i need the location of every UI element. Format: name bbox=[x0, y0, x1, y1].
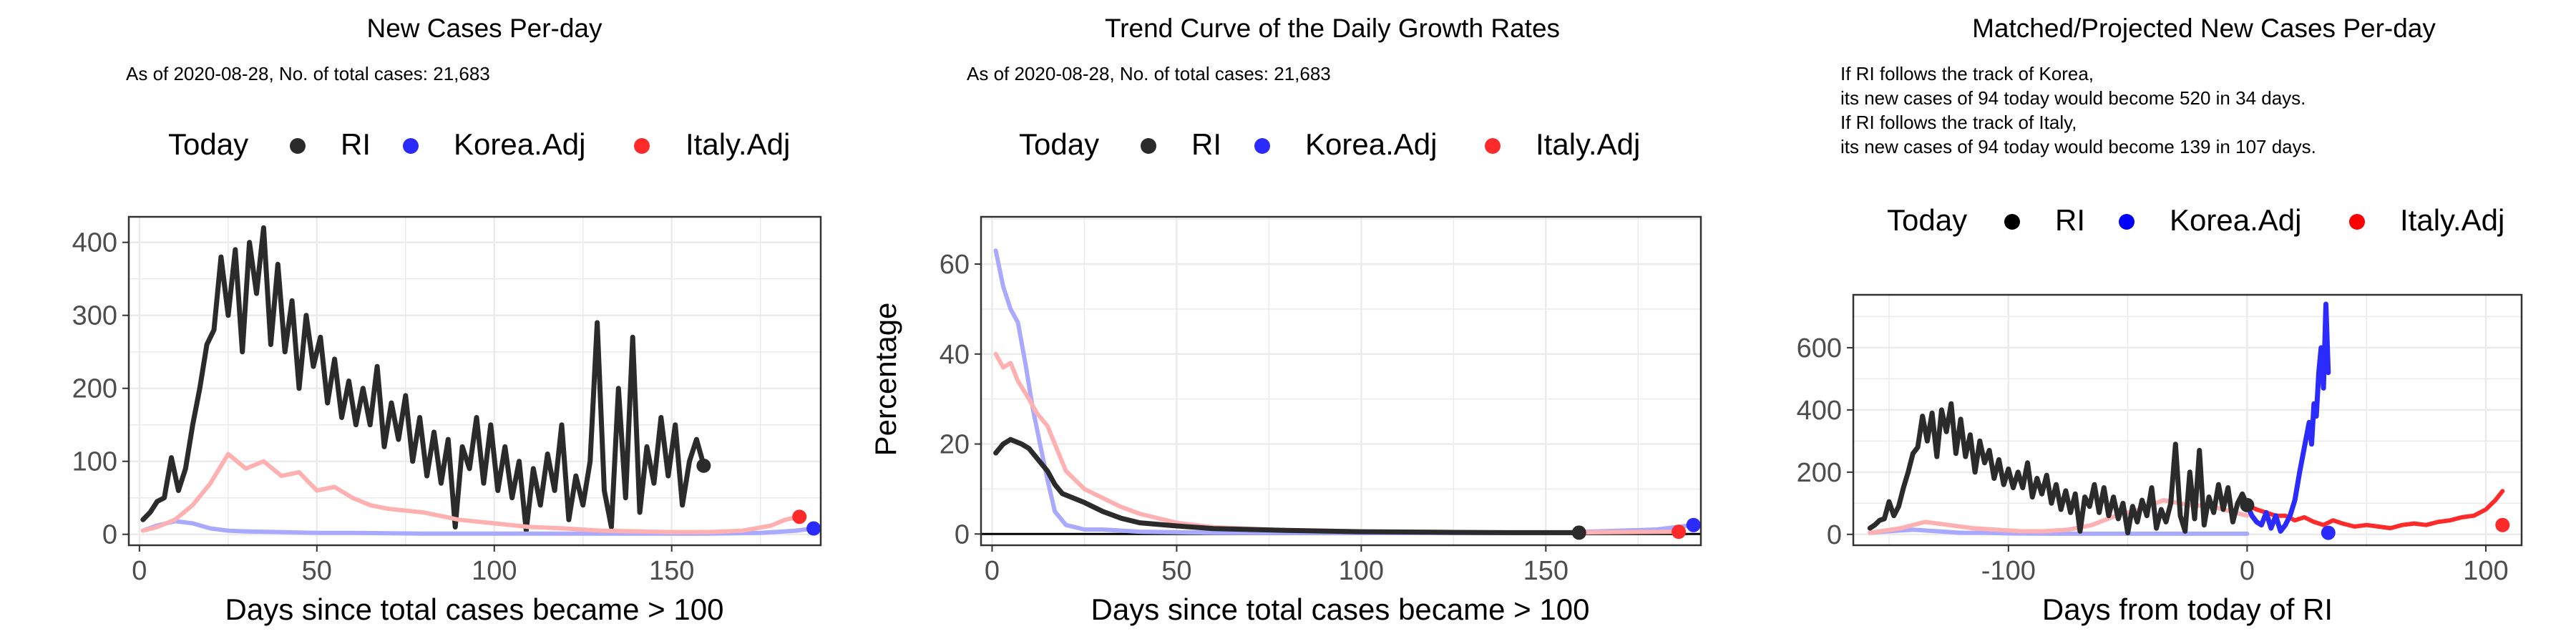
y-tick-label: 0 bbox=[1827, 520, 1842, 550]
chart-panel-growth-rates: Trend Curve of the Daily Growth Rates As… bbox=[869, 14, 1701, 626]
y-tick-label: 200 bbox=[72, 374, 117, 404]
x-tick-label: 0 bbox=[132, 556, 147, 586]
today-point-ri bbox=[696, 459, 711, 473]
chart-subtitle-line: its new cases of 94 today would become 5… bbox=[1840, 87, 2306, 109]
x-axis-title: Days from today of RI bbox=[2042, 592, 2333, 626]
today-point-korea-adj bbox=[2321, 526, 2336, 540]
today-point-ri bbox=[1572, 525, 1586, 540]
today-point-italy-adj bbox=[2495, 518, 2509, 532]
x-axis-title: Days since total cases became > 100 bbox=[225, 592, 724, 626]
legend-title: Today bbox=[168, 127, 248, 161]
today-point-ri bbox=[2240, 498, 2254, 512]
legend-key-ri bbox=[290, 138, 306, 154]
y-tick-label: 400 bbox=[1797, 396, 1842, 426]
chart-subtitle-line: its new cases of 94 today would become 1… bbox=[1840, 136, 2316, 157]
chart-subtitle-line: If RI follows the track of Italy, bbox=[1840, 112, 2077, 133]
today-point-italy-adj bbox=[1672, 525, 1686, 539]
y-tick-label: 200 bbox=[1797, 458, 1842, 488]
chart-subtitle-line: As of 2020-08-28, No. of total cases: 21… bbox=[967, 63, 1331, 84]
plot-border bbox=[981, 217, 1701, 545]
today-point-korea-adj bbox=[1687, 518, 1701, 532]
x-tick-label: 100 bbox=[472, 556, 517, 586]
x-tick-label: 100 bbox=[1339, 556, 1384, 586]
legend-label-ri: RI bbox=[341, 127, 371, 161]
chart-title: Matched/Projected New Cases Per-day bbox=[1972, 14, 2436, 43]
series-group bbox=[996, 250, 1694, 533]
plot-area: -100 0 100 0 200 400 600 bbox=[1797, 295, 2522, 586]
chart-title: Trend Curve of the Daily Growth Rates bbox=[1105, 14, 1560, 43]
x-tick-label: 100 bbox=[2463, 556, 2508, 586]
x-tick-label: 50 bbox=[1161, 556, 1191, 586]
x-tick-label: -100 bbox=[1981, 556, 2036, 586]
y-tick-label: 0 bbox=[102, 520, 117, 550]
legend-label-italy: Italy.Adj bbox=[1536, 127, 1640, 161]
y-tick-label: 40 bbox=[940, 340, 970, 370]
x-tick-label: 0 bbox=[2240, 556, 2255, 586]
y-tick-label: 20 bbox=[940, 430, 970, 460]
series-group bbox=[1870, 304, 2502, 534]
y-tick-label: 60 bbox=[940, 250, 970, 280]
chart-panel-new-cases: New Cases Per-day As of 2020-08-28, No. … bbox=[72, 14, 821, 626]
legend-key-italy bbox=[1485, 138, 1501, 154]
chart-subtitle-line: As of 2020-08-28, No. of total cases: 21… bbox=[126, 63, 490, 84]
chart-legend: Today RI Korea.Adj Italy.Adj bbox=[1019, 127, 1640, 161]
y-tick-label: 0 bbox=[955, 519, 970, 550]
legend-label-ri: RI bbox=[2055, 203, 2085, 237]
x-tick-label: 150 bbox=[1523, 556, 1568, 586]
series-group bbox=[143, 228, 814, 533]
today-point-italy-adj bbox=[792, 509, 806, 524]
legend-key-ri bbox=[2004, 214, 2020, 230]
x-axis-title: Days since total cases became > 100 bbox=[1091, 592, 1590, 626]
legend-label-italy: Italy.Adj bbox=[2400, 203, 2504, 237]
plot-area: 0 50 100 150 0 100 200 300 400 bbox=[72, 217, 821, 586]
chart-subtitle-line: If RI follows the track of Korea, bbox=[1840, 63, 2094, 84]
legend-title: Today bbox=[1887, 203, 1967, 237]
y-tick-label: 100 bbox=[72, 447, 117, 477]
legend-key-korea bbox=[2119, 214, 2135, 230]
y-tick-label: 300 bbox=[72, 301, 117, 331]
legend-label-korea: Korea.Adj bbox=[1305, 127, 1437, 161]
x-tick-label: 0 bbox=[985, 556, 1000, 586]
chart-legend: Today RI Korea.Adj Italy.Adj bbox=[168, 127, 790, 161]
y-tick-label: 400 bbox=[72, 228, 117, 258]
x-tick-label: 150 bbox=[649, 556, 694, 586]
chart-legend: Today RI Korea.Adj Italy.Adj bbox=[1887, 203, 2504, 237]
series-line-ri bbox=[1870, 404, 2247, 532]
legend-key-italy bbox=[634, 138, 650, 154]
series-line-korea-adj bbox=[2247, 304, 2328, 531]
legend-key-korea bbox=[403, 138, 419, 154]
chart-panel-projected-cases: Matched/Projected New Cases Per-day If R… bbox=[1797, 14, 2522, 626]
legend-key-korea bbox=[1254, 138, 1270, 154]
legend-label-korea: Korea.Adj bbox=[454, 127, 585, 161]
x-tick-label: 50 bbox=[302, 556, 332, 586]
today-point-korea-adj bbox=[806, 522, 821, 536]
y-axis-title: Percentage bbox=[869, 303, 902, 457]
series-line-ri bbox=[143, 228, 704, 530]
legend-label-ri: RI bbox=[1191, 127, 1221, 161]
chart-title: New Cases Per-day bbox=[366, 14, 602, 43]
legend-title: Today bbox=[1019, 127, 1099, 161]
legend-key-ri bbox=[1141, 138, 1156, 154]
legend-label-korea: Korea.Adj bbox=[2170, 203, 2301, 237]
series-line-korea-adj bbox=[996, 250, 1694, 533]
legend-key-italy bbox=[2349, 214, 2365, 230]
plot-area: 0 50 100 150 0 20 40 60 bbox=[940, 217, 1701, 586]
legend-label-italy: Italy.Adj bbox=[686, 127, 790, 161]
y-tick-label: 600 bbox=[1797, 333, 1842, 364]
